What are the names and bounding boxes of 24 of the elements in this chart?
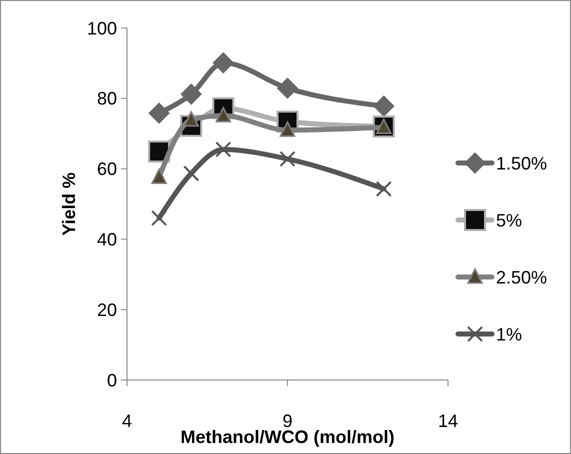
y-axis-title: Yield % (59, 172, 79, 236)
point (180, 84, 202, 105)
point (280, 150, 296, 167)
y-tick-label: 20 (96, 300, 117, 320)
point (373, 96, 394, 117)
point (215, 141, 232, 158)
point (151, 210, 168, 226)
legend-label: 1.50% (496, 153, 548, 174)
y-tick-label: 60 (96, 159, 117, 180)
y-tick-label: 80 (96, 88, 117, 109)
point (212, 52, 234, 74)
point (148, 102, 170, 124)
y-tick-label: 0 (106, 370, 117, 390)
legend-label: 1% (496, 324, 522, 344)
point (151, 168, 167, 184)
point (183, 165, 200, 182)
point (277, 78, 298, 99)
legend-label: 2.50% (496, 267, 548, 288)
x-tick-label: 14 (438, 411, 458, 431)
x-tick-label: 4 (122, 411, 132, 431)
point (376, 180, 392, 197)
y-tick-label: 100 (86, 18, 117, 38)
legend-label: 5% (496, 210, 522, 230)
y-tick-label: 40 (96, 230, 117, 250)
